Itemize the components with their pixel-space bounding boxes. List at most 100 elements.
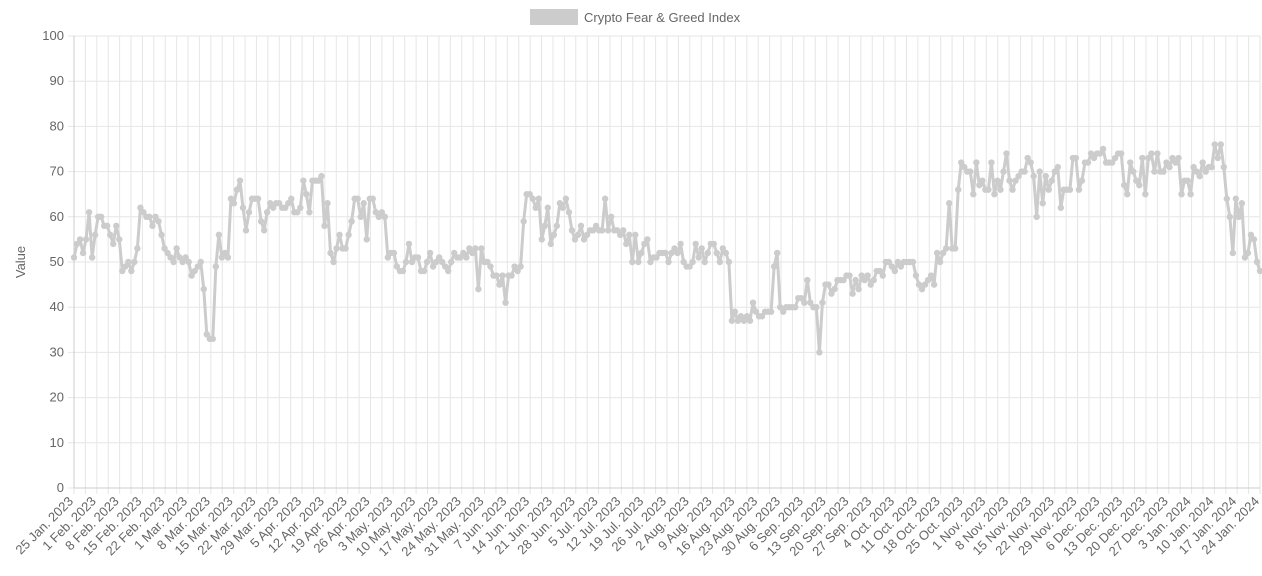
data-point[interactable] (502, 299, 509, 306)
data-point[interactable] (125, 258, 132, 266)
data-point[interactable] (348, 218, 355, 225)
data-point[interactable] (562, 195, 570, 202)
data-point[interactable] (185, 258, 192, 266)
data-point[interactable] (571, 236, 579, 243)
data-point[interactable] (493, 272, 500, 279)
data-point[interactable] (1133, 177, 1140, 184)
data-point[interactable] (499, 272, 506, 279)
data-point[interactable] (641, 240, 648, 248)
data-point[interactable] (191, 267, 198, 275)
data-point[interactable] (979, 177, 986, 184)
data-point[interactable] (819, 299, 826, 306)
data-point[interactable] (885, 258, 893, 266)
data-point[interactable] (894, 258, 902, 266)
data-point[interactable] (556, 200, 564, 207)
data-point[interactable] (1003, 150, 1010, 157)
data-point[interactable] (1163, 159, 1170, 166)
data-point[interactable] (1193, 168, 1200, 175)
data-point[interactable] (1111, 154, 1119, 162)
data-point[interactable] (215, 231, 223, 239)
data-point[interactable] (1015, 172, 1022, 180)
data-point[interactable] (1033, 213, 1040, 220)
data-point[interactable] (1006, 177, 1013, 184)
data-point[interactable] (626, 231, 633, 239)
data-point[interactable] (441, 263, 449, 270)
data-point[interactable] (131, 258, 138, 266)
data-point[interactable] (466, 245, 473, 252)
data-point[interactable] (511, 263, 518, 270)
data-point[interactable] (752, 308, 760, 315)
data-point[interactable] (263, 209, 271, 216)
data-point[interactable] (285, 200, 292, 207)
data-point[interactable] (1169, 154, 1176, 162)
data-point[interactable] (888, 263, 896, 270)
data-point[interactable] (686, 263, 693, 270)
data-point[interactable] (457, 254, 464, 261)
data-point[interactable] (945, 200, 953, 207)
data-point[interactable] (134, 245, 141, 252)
data-point[interactable] (330, 258, 337, 266)
data-point[interactable] (731, 308, 739, 315)
data-point[interactable] (997, 186, 1004, 193)
data-point[interactable] (520, 218, 527, 225)
data-point[interactable] (991, 191, 998, 198)
data-point[interactable] (737, 313, 745, 320)
data-point[interactable] (393, 263, 401, 270)
data-point[interactable] (565, 209, 573, 216)
data-point[interactable] (915, 281, 923, 288)
data-point[interactable] (526, 191, 533, 198)
data-point[interactable] (333, 245, 340, 252)
data-point[interactable] (1087, 150, 1095, 157)
data-point[interactable] (257, 218, 265, 225)
data-point[interactable] (559, 204, 567, 211)
data-point[interactable] (1072, 154, 1080, 162)
data-point[interactable] (315, 177, 322, 184)
data-point[interactable] (236, 177, 244, 184)
data-point[interactable] (955, 186, 962, 193)
data-point[interactable] (623, 240, 630, 248)
data-point[interactable] (460, 249, 467, 257)
data-point[interactable] (445, 267, 452, 275)
data-point[interactable] (155, 218, 162, 225)
data-point[interactable] (779, 308, 787, 315)
data-point[interactable] (577, 222, 585, 230)
data-point[interactable] (1148, 150, 1155, 157)
data-point[interactable] (1096, 150, 1104, 157)
data-point[interactable] (607, 213, 615, 220)
data-point[interactable] (1199, 159, 1206, 166)
data-point[interactable] (973, 159, 980, 166)
data-point[interactable] (647, 258, 654, 266)
data-point[interactable] (840, 276, 847, 284)
data-point[interactable] (635, 258, 642, 266)
data-point[interactable] (1124, 191, 1131, 198)
data-point[interactable] (846, 272, 853, 279)
data-point[interactable] (1027, 159, 1034, 166)
data-point[interactable] (448, 258, 455, 266)
data-point[interactable] (698, 245, 705, 252)
data-point[interactable] (354, 195, 361, 202)
data-point[interactable] (1172, 159, 1179, 166)
data-point[interactable] (478, 245, 485, 252)
data-point[interactable] (553, 222, 561, 230)
data-point[interactable] (746, 317, 754, 324)
data-point[interactable] (1048, 177, 1055, 184)
data-point[interactable] (1256, 267, 1262, 275)
data-point[interactable] (912, 272, 920, 279)
data-point[interactable] (122, 263, 129, 270)
data-point[interactable] (107, 231, 114, 239)
data-point[interactable] (297, 204, 304, 211)
data-point[interactable] (140, 209, 147, 216)
data-point[interactable] (438, 258, 446, 266)
data-point[interactable] (242, 227, 250, 234)
data-point[interactable] (194, 263, 201, 270)
data-point[interactable] (644, 236, 651, 243)
data-point[interactable] (985, 186, 992, 193)
data-point[interactable] (870, 276, 877, 284)
data-point[interactable] (849, 290, 856, 297)
data-point[interactable] (1229, 249, 1237, 257)
data-point[interactable] (384, 254, 392, 261)
data-point[interactable] (653, 254, 660, 261)
data-point[interactable] (942, 245, 950, 252)
data-point[interactable] (855, 285, 862, 293)
data-point[interactable] (378, 209, 386, 216)
